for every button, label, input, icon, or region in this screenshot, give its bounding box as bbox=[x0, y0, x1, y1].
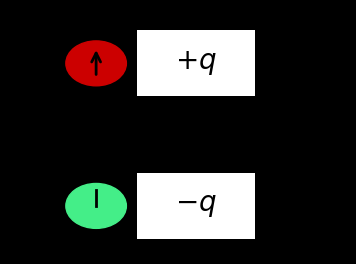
FancyBboxPatch shape bbox=[137, 173, 255, 239]
Circle shape bbox=[66, 183, 126, 228]
Text: $-q$: $-q$ bbox=[175, 192, 217, 219]
Text: $+q$: $+q$ bbox=[175, 49, 217, 77]
FancyBboxPatch shape bbox=[137, 30, 255, 96]
Circle shape bbox=[66, 41, 126, 86]
